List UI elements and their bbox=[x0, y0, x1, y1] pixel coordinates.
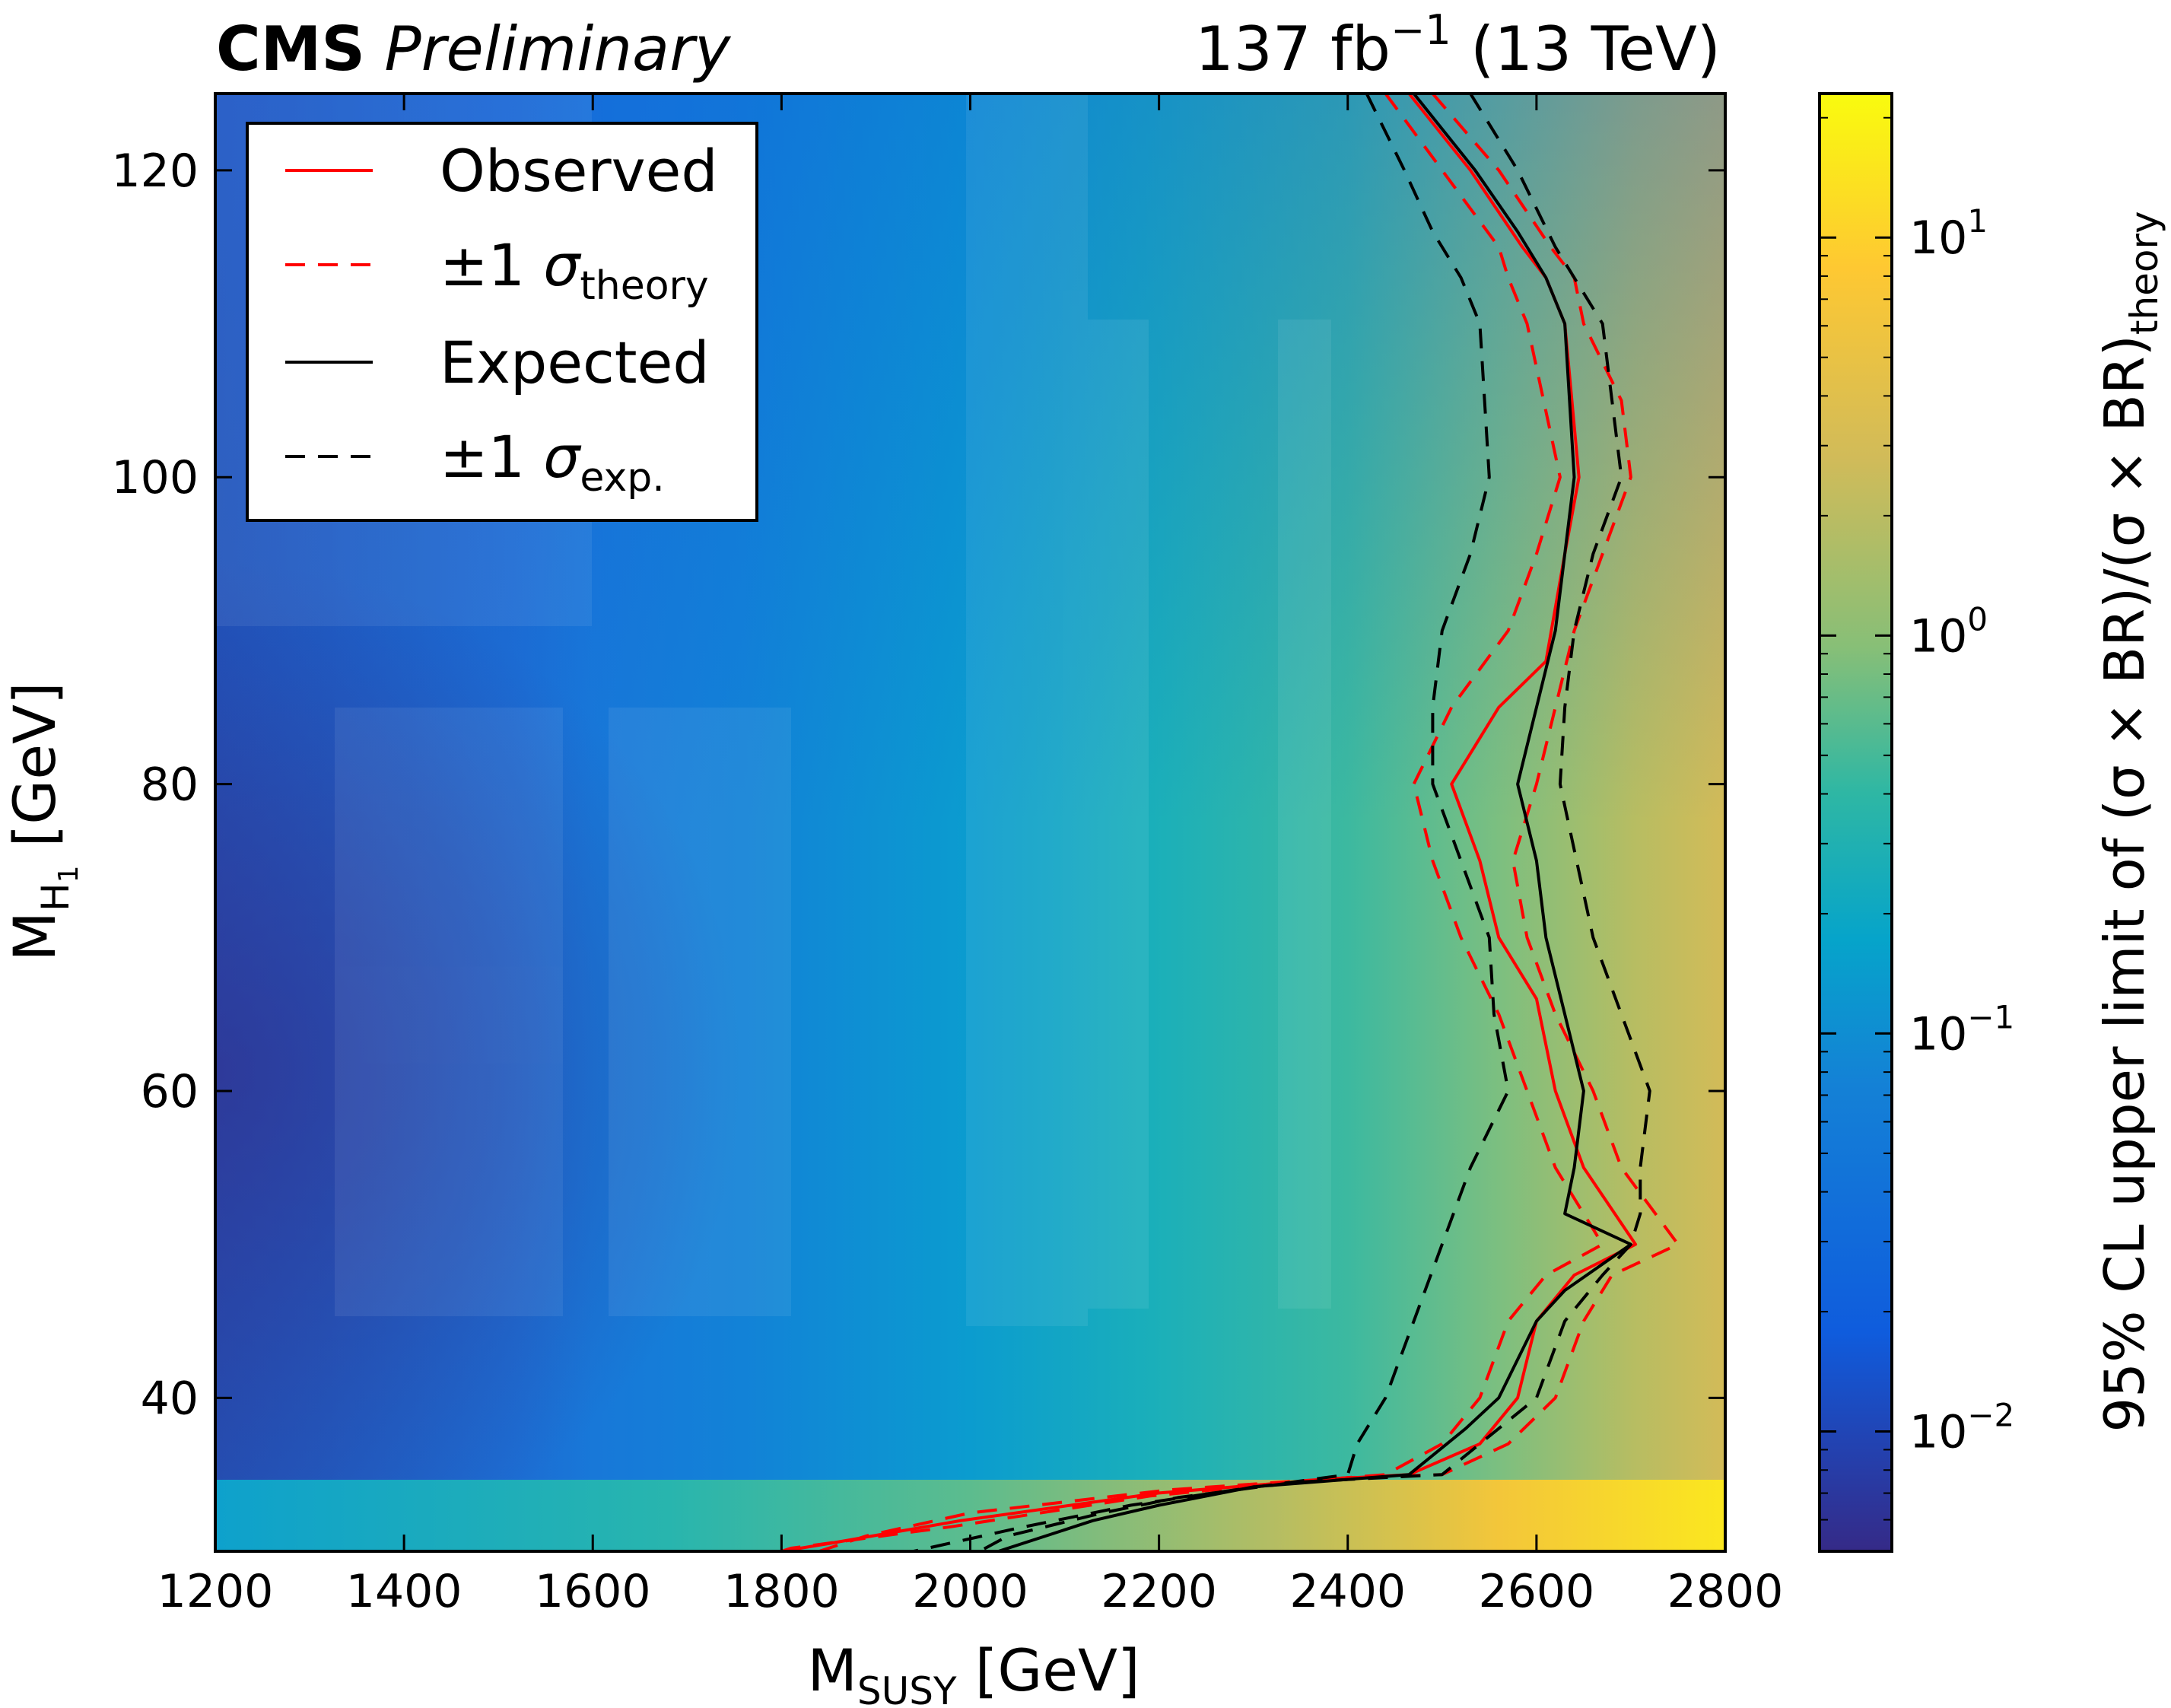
x-tick-label: 2000 bbox=[912, 1565, 1028, 1618]
colorbar-ticks: 10−2 10−1 100 101 bbox=[1820, 116, 2014, 1552]
y-tick-label: 80 bbox=[141, 759, 199, 812]
legend-observed-label: Observed bbox=[440, 137, 718, 205]
contour-expected-1-exp bbox=[913, 94, 1510, 1551]
x-axis-title: MSUSY [GeV] bbox=[807, 1636, 1140, 1708]
x-tick-label: 1200 bbox=[157, 1565, 274, 1618]
x-tick-label: 2800 bbox=[1667, 1565, 1784, 1618]
heatmap bbox=[215, 94, 1725, 1551]
colorbar-tick-label: 100 bbox=[1909, 600, 1988, 663]
legend-box bbox=[246, 122, 758, 522]
colorbar: 10−2 10−1 100 101 95% CL upper limit of (σ … bbox=[1818, 92, 2166, 1553]
colorbar-gradient bbox=[1818, 92, 1893, 1553]
x-tick-label: 1800 bbox=[723, 1565, 840, 1618]
x-tick-label: 2400 bbox=[1289, 1565, 1406, 1618]
y-tick-label: 40 bbox=[141, 1372, 199, 1425]
legend-theory-band-label: ±1 σtheory bbox=[440, 231, 709, 309]
y-axis: 40 60 80 100 120 bbox=[111, 145, 1725, 1425]
x-tick-label: 2200 bbox=[1101, 1565, 1217, 1618]
y-tick-label: 60 bbox=[141, 1065, 199, 1118]
contour-expected bbox=[998, 94, 1632, 1551]
colorbar-tick-label: 10−2 bbox=[1909, 1397, 2014, 1459]
colorbar-tick-label: 10−1 bbox=[1909, 998, 2014, 1061]
experiment-label: CMS Preliminary bbox=[216, 14, 732, 84]
y-axis-title: MH1 [GeV] bbox=[1, 682, 84, 961]
x-tick-label: 2600 bbox=[1479, 1565, 1595, 1618]
contour-expected-1-exp bbox=[978, 94, 1651, 1551]
colorbar-tick-label: 101 bbox=[1909, 202, 1988, 265]
x-tick-label: 1400 bbox=[346, 1565, 462, 1618]
contour-observed-1-theory bbox=[780, 94, 1604, 1551]
x-tick-label: 1600 bbox=[535, 1565, 651, 1618]
colorbar-title: 95% CL upper limit of (σ × BR)/(σ × BR)t… bbox=[2093, 211, 2166, 1432]
legend: Observed ±1 σtheory Expected ±1 σexp. bbox=[246, 122, 758, 522]
luminosity-label: 137 fb−1 (13 TeV) bbox=[1195, 6, 1721, 84]
limit-contours bbox=[780, 94, 1680, 1551]
y-tick-label: 120 bbox=[111, 145, 199, 198]
y-tick-label: 100 bbox=[111, 451, 199, 504]
x-axis: 1200 1400 1600 1800 2000 2200 2400 2600 2800 bbox=[157, 94, 1784, 1618]
legend-expected-label: Expected bbox=[440, 329, 710, 396]
legend-exp-band-label: ±1 σexp. bbox=[440, 423, 665, 501]
